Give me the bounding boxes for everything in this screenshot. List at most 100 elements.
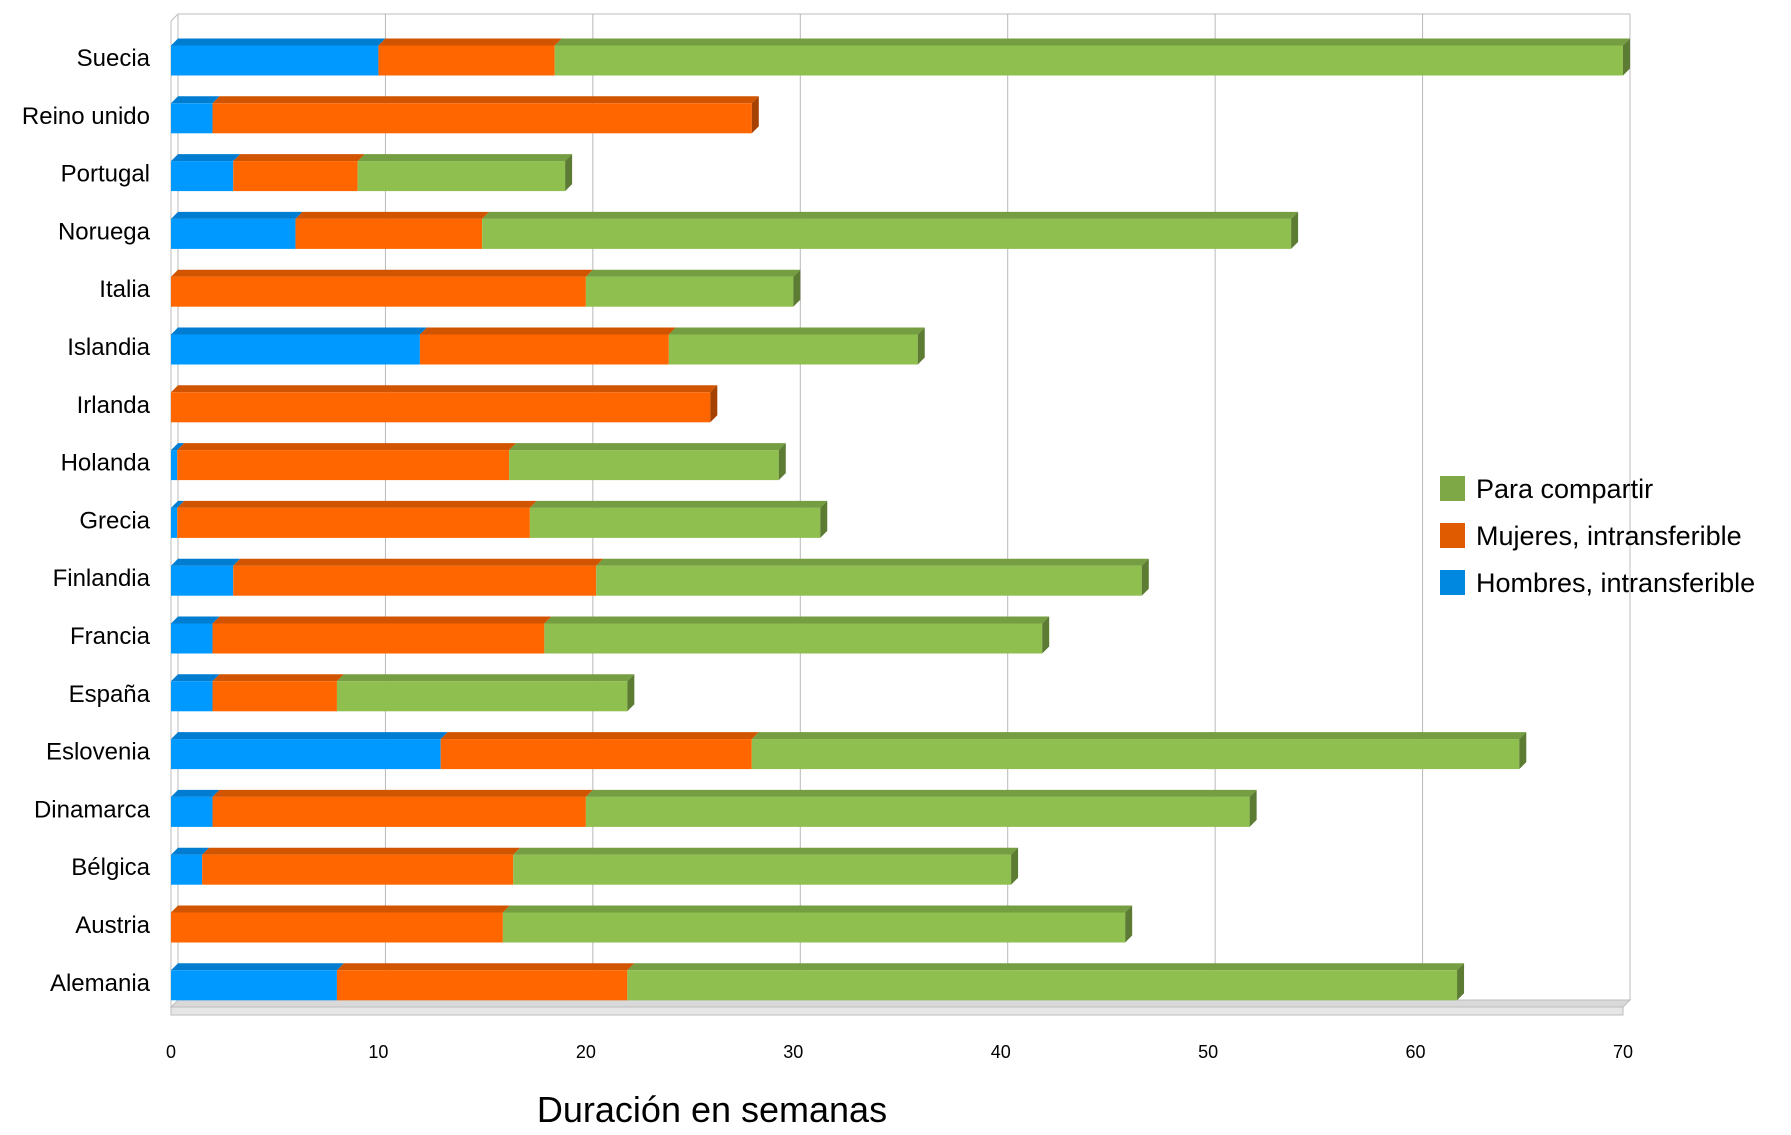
category-label-3: Noruega [58,218,151,245]
category-label-2: Portugal [61,161,150,188]
bar-portugal-series-2 [357,154,573,192]
category-label-15: Austria [75,912,150,939]
x-tick-label-5: 50 [1198,1042,1218,1062]
bar-islandia-series-0 [171,327,427,365]
category-label-0: Suecia [77,45,151,72]
bar-end-9 [1141,558,1149,596]
bar-suecia-series-1 [378,38,562,76]
x-tick-label-6: 60 [1406,1042,1426,1062]
bar-islandia-series-2 [668,327,925,365]
bar-end-12 [1519,732,1527,770]
bar-alemania-series-0 [171,963,344,1001]
category-label-8: Grecia [79,507,150,534]
bars [171,38,1630,1001]
bar-end-15 [1125,905,1133,943]
x-tick-label-4: 40 [991,1042,1011,1062]
x-tick-label-0: 0 [166,1042,176,1062]
bar-austria-series-1 [171,905,510,943]
bar-holanda-series-2 [509,443,786,481]
bar-end-10 [1042,616,1050,654]
legend-swatch-1 [1440,523,1465,548]
category-label-9: Finlandia [53,565,151,592]
bar-grecia-series-1 [177,500,537,538]
bar-dinamarca-series-2 [585,789,1257,827]
bar-reino-unido-series-1 [212,96,759,134]
bar-end-14 [1011,847,1019,885]
bar-bélgica-series-0 [171,847,210,885]
bar-end-13 [1249,789,1257,827]
bar-end-5 [917,327,925,365]
bar-end-8 [820,500,828,538]
bar-francia-series-0 [171,616,220,654]
bar-dinamarca-series-0 [171,789,220,827]
bar-finlandia-series-1 [233,558,604,596]
bar-italia-series-1 [171,269,593,307]
category-label-7: Holanda [61,450,151,477]
bar-suecia-series-0 [171,38,386,76]
bar-end-2 [565,154,573,192]
bar-noruega-series-0 [171,211,303,249]
bar-dinamarca-series-1 [212,789,593,827]
bar-holanda-series-0 [171,443,185,481]
bar-end-11 [627,674,635,712]
category-label-6: Irlanda [77,392,151,419]
x-tick-label-2: 20 [576,1042,596,1062]
x-tick-label-7: 70 [1613,1042,1633,1062]
x-tick-label-3: 30 [783,1042,803,1062]
legend-label-1: Mujeres, intransferible [1476,521,1742,551]
legend-label-2: Hombres, intransferible [1476,568,1755,598]
legend-label-0: Para compartir [1476,474,1653,504]
bar-españa-series-0 [171,674,220,712]
plot-side-edge [170,13,179,22]
category-label-10: Francia [70,623,151,650]
bar-end-16 [1457,963,1465,1001]
bar-austria-series-2 [502,905,1133,943]
plot-floor-front [170,1006,1624,1016]
category-label-5: Islandia [67,334,150,361]
bar-francia-series-1 [212,616,552,654]
category-label-12: Eslovenia [46,739,151,766]
category-label-4: Italia [99,276,150,303]
bar-suecia-series-2 [554,38,1630,76]
x-tick-label-1: 10 [368,1042,388,1062]
category-label-14: Bélgica [71,854,150,881]
bar-end-4 [793,269,801,307]
bar-end-7 [778,443,786,481]
category-label-13: Dinamarca [34,796,151,823]
bar-eslovenia-series-2 [751,732,1527,770]
bar-holanda-series-1 [177,443,517,481]
bar-portugal-series-0 [171,154,241,192]
bar-noruega-series-2 [482,211,1299,249]
legend: Para compartir Mujeres, intransferible Hom… [1440,474,1755,598]
bar-portugal-series-1 [233,154,365,192]
category-label-11: España [69,681,151,708]
category-label-1: Reino unido [22,103,150,130]
bar-noruega-series-1 [295,211,490,249]
x-axis-title: Duración en semanas [537,1089,887,1130]
bar-grecia-series-2 [529,500,828,538]
bar-alemania-series-1 [336,963,635,1001]
category-label-16: Alemania [50,970,151,997]
bar-end-1 [751,96,759,134]
bar-alemania-series-2 [627,963,1465,1001]
legend-swatch-0 [1440,476,1465,501]
bar-bélgica-series-1 [202,847,521,885]
bar-islandia-series-1 [419,327,676,365]
bar-italia-series-2 [585,269,801,307]
bar-irlanda-series-1 [171,385,718,423]
plot-floor [169,999,1632,1008]
bar-bélgica-series-2 [513,847,1019,885]
bar-finlandia-series-2 [596,558,1149,596]
bar-grecia-series-0 [171,500,185,538]
bar-españa-series-2 [336,674,635,712]
bar-end-6 [710,385,718,423]
legend-swatch-2 [1440,570,1465,595]
bar-eslovenia-series-1 [440,732,759,770]
bar-end-3 [1291,211,1299,249]
bar-end-0 [1623,38,1630,76]
bar-finlandia-series-0 [171,558,241,596]
bar-españa-series-1 [212,674,344,712]
bar-reino-unido-series-0 [171,96,220,134]
